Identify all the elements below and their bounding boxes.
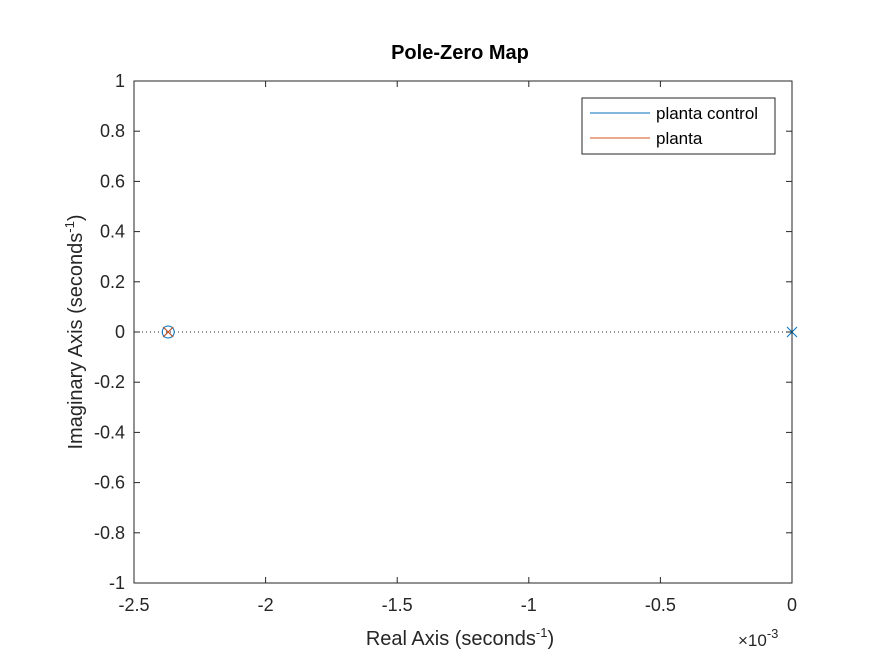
- x-axis-label: Real Axis (seconds-1): [366, 625, 554, 650]
- y-tick-label: -0.8: [94, 523, 125, 543]
- x-tick-label: 0: [787, 595, 797, 615]
- y-tick-label: 1: [115, 71, 125, 91]
- y-axis-label: Imaginary Axis (seconds-1): [62, 215, 87, 450]
- legend-entry-planta: planta: [656, 129, 703, 148]
- pole-zero-markers: [161, 325, 798, 339]
- y-tick-label: 0.4: [100, 222, 125, 242]
- y-tick-label: -0.2: [94, 372, 125, 392]
- y-tick-label: 0.8: [100, 121, 125, 141]
- plot-border: [133, 80, 793, 584]
- x-tick-label: -1.5: [382, 595, 413, 615]
- chart-title: Pole-Zero Map: [391, 42, 529, 64]
- pole-marker-stroke: [162, 326, 174, 338]
- y-tick-label: -1: [109, 573, 125, 593]
- x-tick-label: -1: [521, 595, 537, 615]
- y-tick-label: 0.2: [100, 272, 125, 292]
- legend-box: [581, 97, 776, 155]
- y-tick-label: 0.6: [100, 171, 125, 191]
- legend[interactable]: planta control planta: [581, 97, 776, 155]
- x-tick-label: -2: [258, 595, 274, 615]
- x-tick-label: -2.5: [118, 595, 149, 615]
- zero-marker: [161, 325, 175, 339]
- y-tick-label: -0.4: [94, 422, 125, 442]
- y-tick-label: -0.6: [94, 473, 125, 493]
- tick-labels: -2.5 -2 -1.5 -1 -0.5 0 1 0.8 0.6 0.4 0.2 0 -0.2 -0.4 -…: [94, 71, 797, 615]
- x-tick-label: -0.5: [645, 595, 676, 615]
- x-axis-exponent: ×10-3: [738, 626, 778, 650]
- y-tick-label: 0: [115, 322, 125, 342]
- legend-entry-planta-control: planta control: [656, 104, 758, 123]
- pole-marker: [162, 326, 174, 338]
